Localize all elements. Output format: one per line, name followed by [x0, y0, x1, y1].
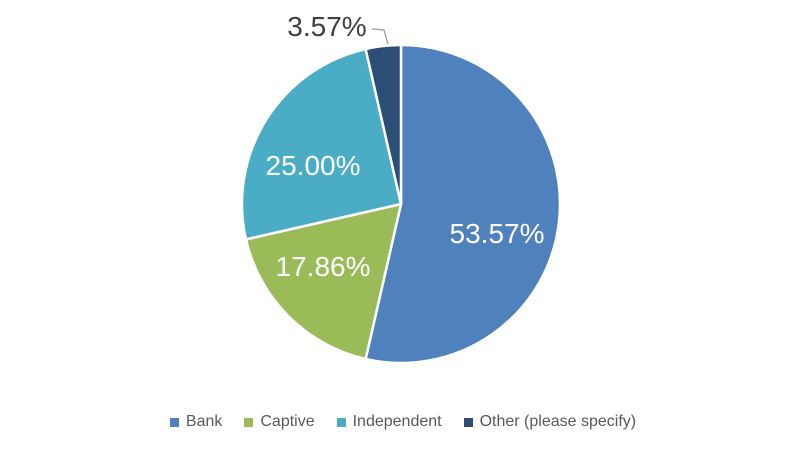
label-leader-line [371, 28, 389, 45]
pie-slice-other-please-specify [364, 43, 403, 206]
pie-slice-captive [244, 202, 403, 361]
pie-slice-bank [364, 43, 562, 365]
legend-label-bank: Bank [185, 413, 223, 430]
legend-item-other-please-specify: Other (please specify) [463, 413, 637, 431]
legend-marker-bank [169, 417, 179, 427]
pie-slice-independent [240, 47, 403, 241]
legend-marker-captive [244, 417, 254, 427]
pie-chart: 53.57% 17.86% 25.00% 3.57% [240, 11, 562, 365]
data-label-captive: 17.86% [276, 251, 371, 282]
legend-item-bank: Bank [169, 413, 223, 431]
legend-marker-other-please-specify [463, 417, 473, 427]
chart-legend: Bank Captive Independent Other (please spec… [0, 413, 806, 431]
legend-label-other-please-specify: Other (please specify) [479, 413, 637, 430]
data-label-independent: 25.00% [266, 150, 361, 181]
legend-item-independent: Independent [336, 413, 442, 431]
data-label-bank: 53.57% [450, 218, 545, 249]
data-label-other-please-specify: 3.57% [287, 11, 366, 42]
legend-label-captive: Captive [260, 413, 315, 430]
legend-label-independent: Independent [352, 413, 442, 430]
legend-item-captive: Captive [244, 413, 315, 431]
legend-marker-independent [336, 417, 346, 427]
